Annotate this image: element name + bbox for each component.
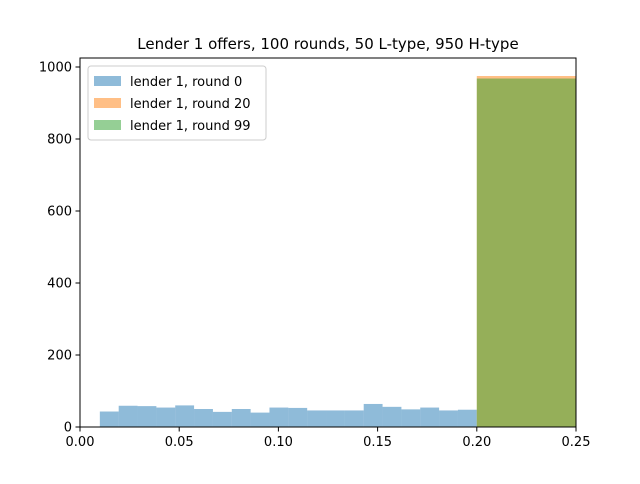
bar-series-2-bin-0	[476, 78, 576, 428]
bar-series-0-bin-15	[382, 406, 402, 427]
x-tick-label: 0.20	[462, 435, 491, 450]
legend: lender 1, round 0 lender 1, round 20 lende…	[87, 65, 267, 141]
x-tick-label: 0.00	[66, 435, 95, 450]
legend-label: lender 1, round 20	[130, 97, 251, 112]
x-axis: 0.00 0.05 0.10 0.15 0.20 0.25	[66, 427, 591, 450]
legend-swatch	[94, 98, 121, 108]
x-tick-label: 0.10	[264, 435, 293, 450]
bars-group	[99, 76, 576, 428]
legend-swatch	[94, 120, 121, 130]
bar-series-0-bin-0	[99, 411, 119, 427]
x-tick-label: 0.15	[363, 435, 392, 450]
bar-series-0-bin-14	[363, 403, 383, 427]
bar-series-0-bin-7	[231, 409, 251, 427]
bar-series-0-bin-19	[457, 409, 477, 427]
legend-swatch	[94, 76, 121, 86]
bar-series-0-bin-8	[250, 412, 270, 427]
legend-box	[87, 65, 267, 141]
y-tick-label: 200	[47, 349, 72, 364]
x-tick-label: 0.25	[562, 435, 591, 450]
chart-title: Lender 1 offers, 100 rounds, 50 L-type, …	[137, 35, 518, 53]
legend-label: lender 1, round 99	[130, 119, 251, 134]
axes-frame	[79, 57, 577, 428]
x-tick-label: 0.05	[165, 435, 194, 450]
bar-series-0-bin-11	[307, 410, 327, 427]
bar-series-0-bin-5	[194, 409, 213, 427]
y-tick-label: 1000	[39, 61, 72, 76]
bar-series-0-bin-4	[175, 405, 195, 427]
bar-series-0-bin-18	[439, 410, 458, 427]
bar-series-0-bin-12	[326, 410, 345, 427]
y-tick-label: 800	[47, 133, 72, 148]
bar-series-0-bin-6	[212, 411, 232, 427]
bar-series-0-bin-17	[420, 407, 440, 427]
y-axis: 0 200 400 600 800 1000	[39, 61, 80, 436]
bar-series-0-bin-3	[156, 407, 176, 427]
y-tick-label: 600	[47, 205, 72, 220]
y-tick-label: 0	[64, 421, 72, 436]
bar-series-0-bin-1	[118, 405, 138, 427]
bar-series-0-bin-2	[137, 406, 157, 427]
bar-series-0-bin-13	[344, 410, 364, 427]
y-tick-label: 400	[47, 277, 72, 292]
bar-series-0-bin-10	[288, 407, 308, 427]
bar-series-0-bin-16	[401, 409, 421, 427]
legend-label: lender 1, round 0	[130, 75, 242, 90]
bar-series-0-bin-9	[269, 407, 289, 427]
